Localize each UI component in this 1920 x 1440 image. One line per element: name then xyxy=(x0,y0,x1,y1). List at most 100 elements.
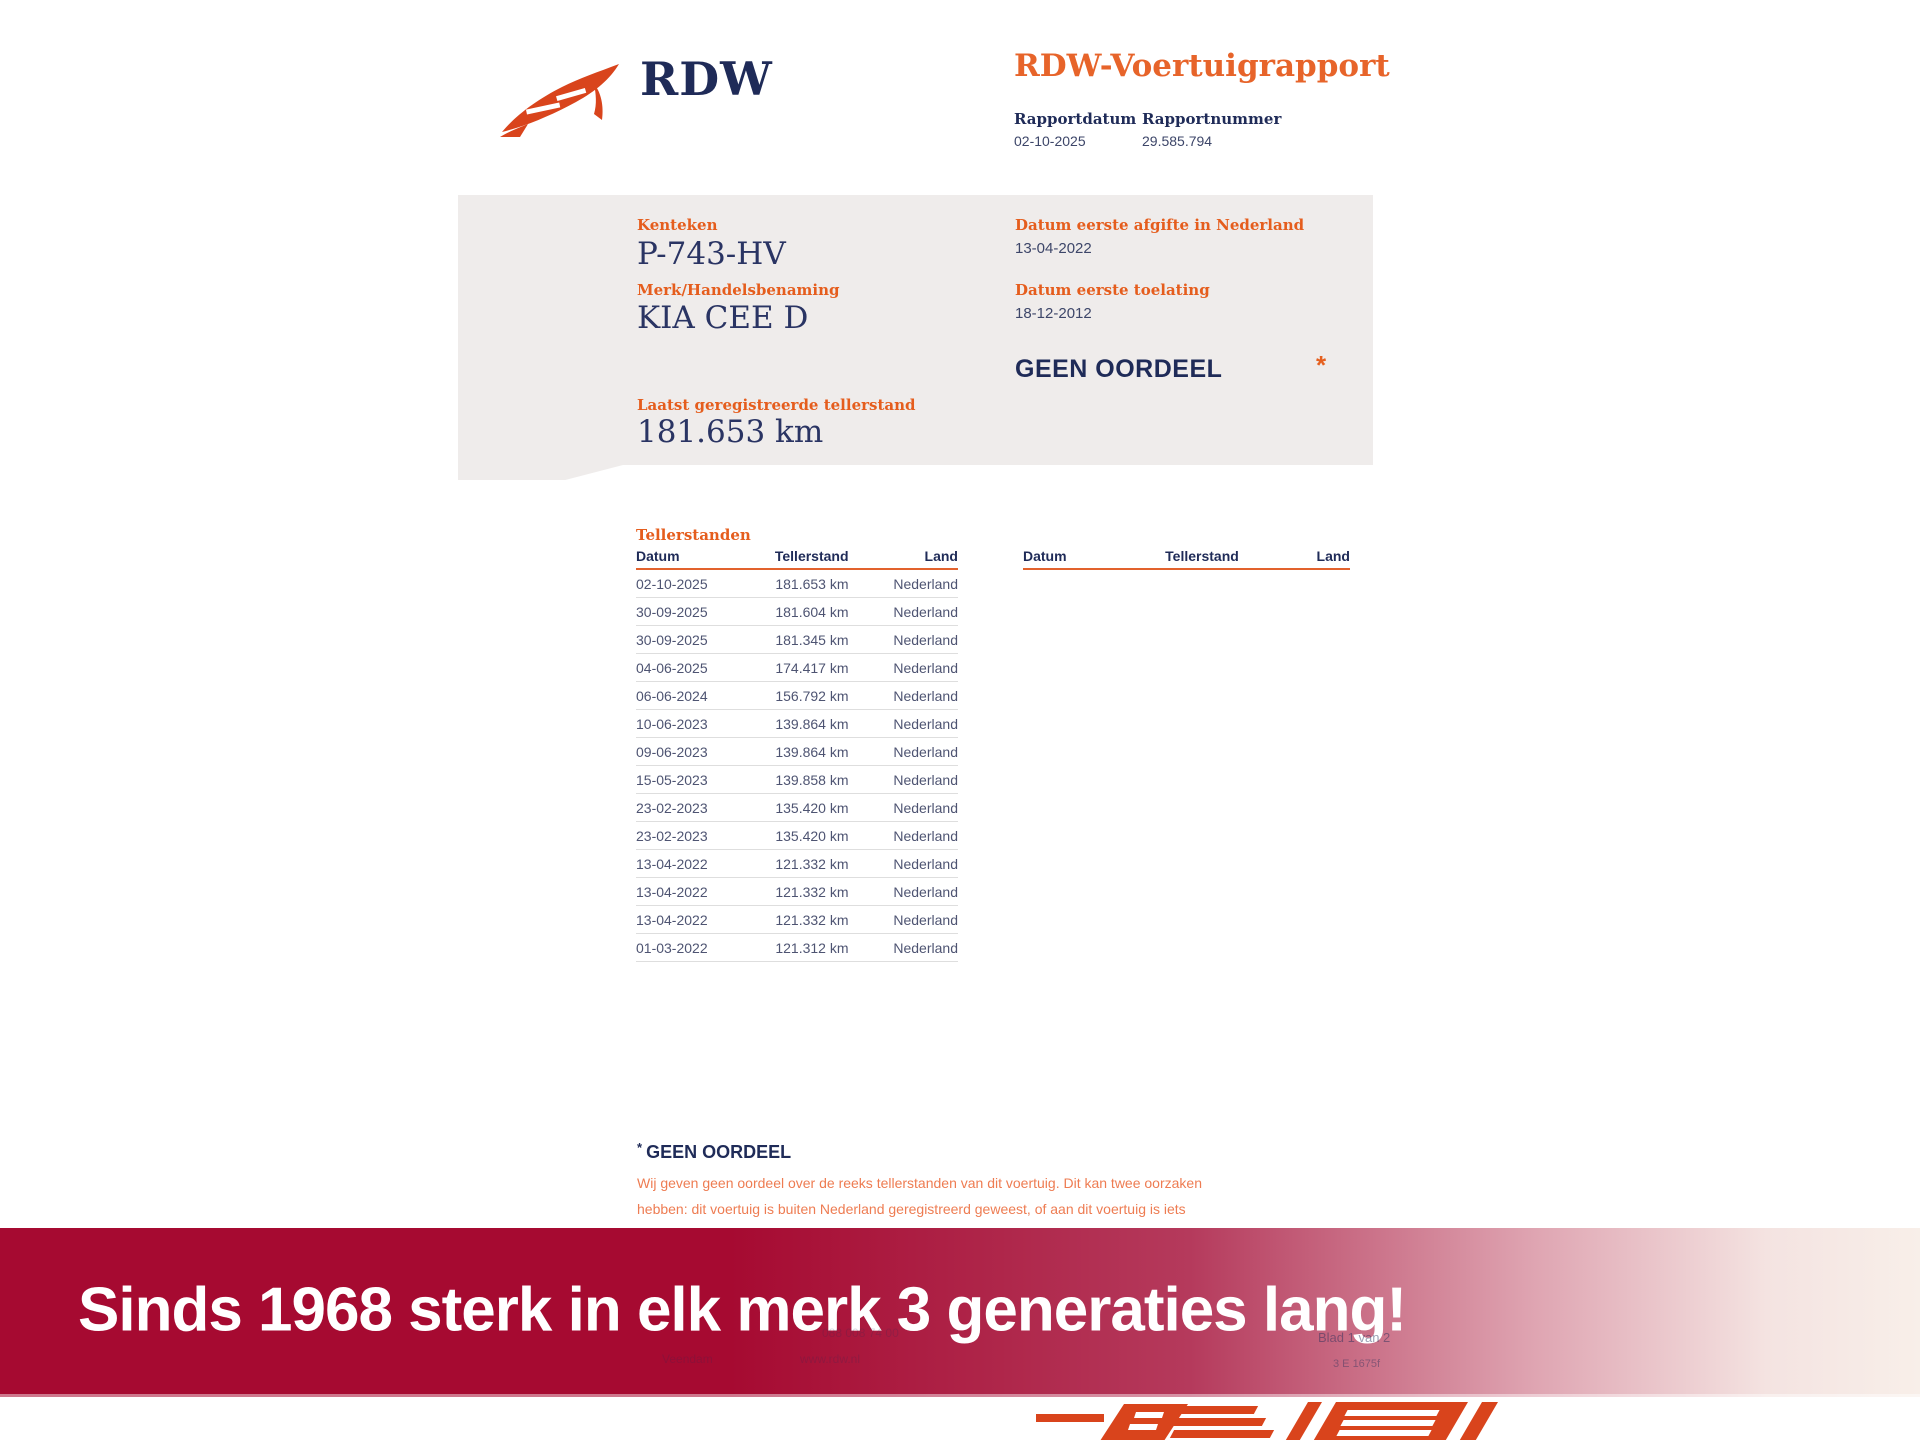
report-date-value: 02-10-2025 xyxy=(1014,133,1086,149)
afgifte-label: Datum eerste afgifte in Nederland xyxy=(1015,216,1305,234)
table-cell: Nederland xyxy=(893,911,958,928)
table-cell: 139.864 km xyxy=(775,715,849,732)
rdw-brand-text: RDW xyxy=(640,52,773,106)
table-cell: 13-04-2022 xyxy=(636,855,708,872)
vehicle-summary-box xyxy=(458,195,1373,465)
table-cell: 10-06-2023 xyxy=(636,715,708,732)
table-cell: Nederland xyxy=(893,631,958,648)
col-tellerstand: Tellerstand xyxy=(1165,548,1239,564)
table-cell: Nederland xyxy=(893,799,958,816)
table-cell: 09-06-2023 xyxy=(636,743,708,760)
rdw-feather-icon xyxy=(500,64,619,137)
table-cell: 135.420 km xyxy=(775,827,849,844)
table-cell: 30-09-2025 xyxy=(636,631,708,648)
table-header: Datum Tellerstand Land xyxy=(636,548,958,570)
table-cell: 121.332 km xyxy=(775,883,849,900)
table-cell: Nederland xyxy=(893,575,958,592)
toelating-value: 18-12-2012 xyxy=(1015,305,1092,322)
report-date-label: Rapportdatum xyxy=(1014,110,1137,128)
table-row: 04-06-2025 174.417 km Nederland xyxy=(636,654,958,682)
table-cell: Nederland xyxy=(893,659,958,676)
table-cell: Nederland xyxy=(893,687,958,704)
kenteken-label: Kenteken xyxy=(637,216,718,234)
table-cell: 23-02-2023 xyxy=(636,799,708,816)
col-land: Land xyxy=(1316,548,1350,564)
summary-box-tail xyxy=(458,465,623,480)
report-number-value: 29.585.794 xyxy=(1142,133,1213,149)
table-row: 13-04-2022 121.332 km Nederland xyxy=(636,878,958,906)
table-cell: 04-06-2025 xyxy=(636,659,708,676)
table-row: 15-05-2023 139.858 km Nederland xyxy=(636,766,958,794)
table-cell: Nederland xyxy=(893,883,958,900)
table-row: 13-04-2022 121.332 km Nederland xyxy=(636,850,958,878)
table-cell: 23-02-2023 xyxy=(636,827,708,844)
table-rows: 02-10-2025 181.653 km Nederland 30-09-2025 1… xyxy=(636,570,958,962)
table-cell: Nederland xyxy=(893,715,958,732)
page-title: RDW-Voertuigrapport xyxy=(1014,48,1390,84)
table-row: 01-03-2022 121.312 km Nederland xyxy=(636,934,958,962)
table-cell: 15-05-2023 xyxy=(636,771,708,788)
table-cell: 06-06-2024 xyxy=(636,687,708,704)
table-cell: 13-04-2022 xyxy=(636,911,708,928)
table-row: 23-02-2023 135.420 km Nederland xyxy=(636,822,958,850)
table-row: 09-06-2023 139.864 km Nederland xyxy=(636,738,958,766)
col-land: Land xyxy=(924,548,958,564)
table-cell: 13-04-2022 xyxy=(636,883,708,900)
table-cell: 156.792 km xyxy=(775,687,849,704)
ghost-form-number: 3 E 1675f xyxy=(1333,1358,1381,1370)
table-cell: 121.332 km xyxy=(775,911,849,928)
table-cell: Nederland xyxy=(893,827,958,844)
tellerstanden-title: Tellerstanden xyxy=(636,526,751,544)
table-row: 02-10-2025 181.653 km Nederland xyxy=(636,570,958,598)
footnote-heading: * GEEN OORDEEL xyxy=(637,1140,791,1163)
table-row: 13-04-2022 121.332 km Nederland xyxy=(636,906,958,934)
oordeel-status: GEEN OORDEEL xyxy=(1015,355,1223,383)
ghost-city-text: Veendam xyxy=(662,1352,713,1366)
table-cell: 181.604 km xyxy=(775,603,849,620)
promo-banner-text: Sinds 1968 sterk in elk merk 3 generatie… xyxy=(78,1275,1407,1345)
table-row: 30-09-2025 181.345 km Nederland xyxy=(636,626,958,654)
table-cell: 02-10-2025 xyxy=(636,575,708,592)
ghost-site-text: www.rdw.nl xyxy=(800,1352,861,1366)
table-cell: Nederland xyxy=(893,743,958,760)
promo-banner: Sinds 1968 sterk in elk merk 3 generatie… xyxy=(0,1228,1920,1397)
table-cell: Nederland xyxy=(893,939,958,956)
report-number-label: Rapportnummer xyxy=(1142,110,1282,128)
tellerstand-label: Laatst geregistreerde tellerstand xyxy=(637,396,916,414)
meter-readings-table-secondary: Datum Tellerstand Land xyxy=(1023,548,1350,570)
table-cell: Nederland xyxy=(893,855,958,872)
col-datum: Datum xyxy=(636,548,680,564)
merk-value: KIA CEE D xyxy=(637,300,809,336)
kenteken-value: P-743-HV xyxy=(637,236,786,272)
table-row: 23-02-2023 135.420 km Nederland xyxy=(636,794,958,822)
table-cell: 121.332 km xyxy=(775,855,849,872)
merk-label: Merk/Handelsbenaming xyxy=(637,281,840,299)
ghost-phone-text: 088 008 74 00 xyxy=(822,1326,899,1340)
table-cell: 181.345 km xyxy=(775,631,849,648)
table-row: 10-06-2023 139.864 km Nederland xyxy=(636,710,958,738)
table-cell: 121.312 km xyxy=(775,939,849,956)
ghost-page-number: Blad 1 van 2 xyxy=(1318,1330,1391,1345)
col-datum: Datum xyxy=(1023,548,1067,564)
afgifte-value: 13-04-2022 xyxy=(1015,240,1092,257)
meter-readings-table: Datum Tellerstand Land 02-10-2025 181.653… xyxy=(636,548,958,962)
tellerstand-value: 181.653 km xyxy=(637,414,824,450)
table-header: Datum Tellerstand Land xyxy=(1023,548,1350,570)
toelating-label: Datum eerste toelating xyxy=(1015,281,1210,299)
oordeel-asterisk-icon: * xyxy=(1316,350,1327,380)
table-cell: 01-03-2022 xyxy=(636,939,708,956)
col-tellerstand: Tellerstand xyxy=(774,548,849,564)
table-cell: 174.417 km xyxy=(775,659,849,676)
table-cell: 181.653 km xyxy=(775,575,849,592)
footnote-asterisk-icon: * xyxy=(637,1140,643,1155)
footnote-title: GEEN OORDEEL xyxy=(646,1142,792,1162)
table-cell: 139.864 km xyxy=(775,743,849,760)
table-cell: Nederland xyxy=(893,603,958,620)
table-cell: 135.420 km xyxy=(775,799,849,816)
table-row: 06-06-2024 156.792 km Nederland xyxy=(636,682,958,710)
dealer-logo-icon xyxy=(1036,1402,1498,1440)
table-cell: 30-09-2025 xyxy=(636,603,708,620)
table-row: 30-09-2025 181.604 km Nederland xyxy=(636,598,958,626)
table-cell: 139.858 km xyxy=(775,771,849,788)
